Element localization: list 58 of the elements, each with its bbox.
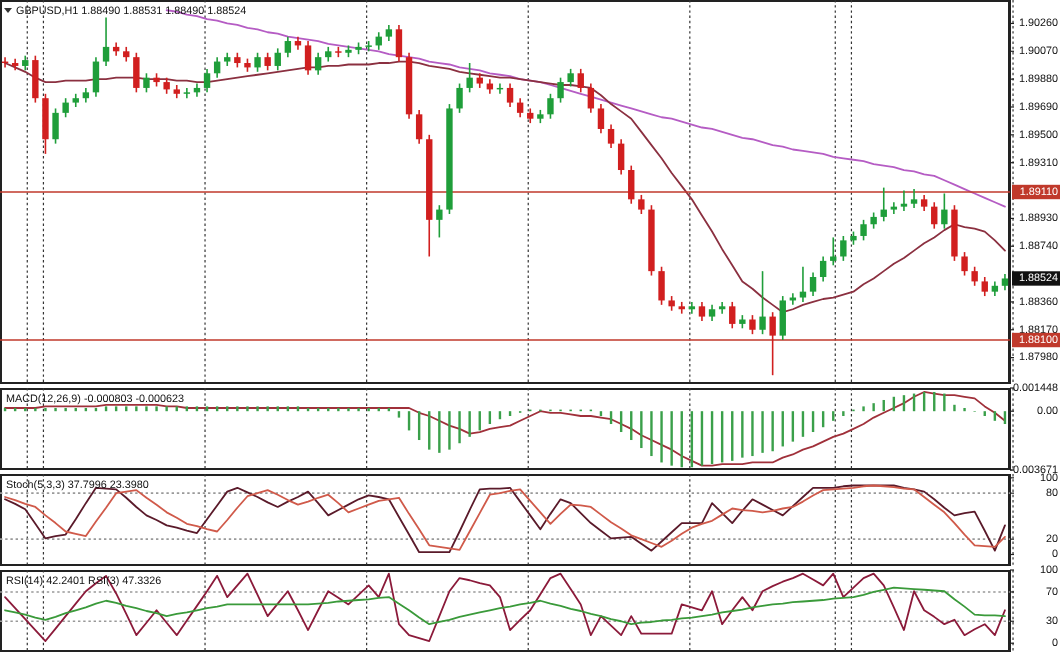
line-series <box>4 586 1006 626</box>
candlestick <box>92 56 100 98</box>
candlestick <box>617 138 625 176</box>
candlestick <box>203 68 211 94</box>
candlestick <box>749 314 756 335</box>
candlestick <box>628 164 635 205</box>
candlestick <box>860 219 867 242</box>
candlestick <box>971 265 978 287</box>
candlestick <box>42 93 49 155</box>
candlestick <box>506 82 514 108</box>
candlestick <box>32 54 39 104</box>
candlestick <box>900 189 908 212</box>
candlestick <box>102 16 110 67</box>
candlestick <box>466 62 473 94</box>
candlestick <box>133 51 140 94</box>
candlestick <box>577 68 584 94</box>
candlestick <box>951 204 958 262</box>
candlestick <box>809 271 817 297</box>
candlestick <box>890 201 898 215</box>
candlestick <box>274 47 281 72</box>
candlestick <box>52 107 59 145</box>
candlestick <box>779 295 786 341</box>
candlestick <box>587 82 595 114</box>
candlestick <box>759 270 766 335</box>
candlestick <box>718 301 726 315</box>
candlestick <box>516 97 524 119</box>
candlestick <box>597 103 605 135</box>
candlestick <box>638 194 645 215</box>
candlestick <box>941 192 948 230</box>
candlestick <box>395 24 403 63</box>
candlestick <box>547 93 554 120</box>
candlestick <box>436 204 443 239</box>
candlestick <box>456 82 463 114</box>
candlestick <box>607 123 615 149</box>
line-series <box>4 572 1006 642</box>
candlestick <box>658 265 665 306</box>
candlestick <box>698 301 706 322</box>
candlestick <box>729 301 736 330</box>
candlestick <box>840 235 847 262</box>
candlestick <box>910 188 918 209</box>
candlestick <box>557 76 564 104</box>
candlestick <box>961 251 968 277</box>
candlestick <box>284 35 292 58</box>
candlestick <box>981 276 988 297</box>
candlestick <box>769 311 776 377</box>
candlestick <box>143 72 150 94</box>
candlestick <box>254 51 261 73</box>
candlestick <box>688 301 696 315</box>
candlestick <box>678 301 685 315</box>
candlestick <box>830 236 837 267</box>
candlestick <box>799 265 807 303</box>
candlestick <box>415 109 423 145</box>
candlestick <box>931 201 938 230</box>
candlestick <box>183 87 191 99</box>
candlestick <box>62 97 69 119</box>
candlestick <box>819 255 827 283</box>
candlestick <box>304 40 312 76</box>
candlestick <box>314 51 322 76</box>
